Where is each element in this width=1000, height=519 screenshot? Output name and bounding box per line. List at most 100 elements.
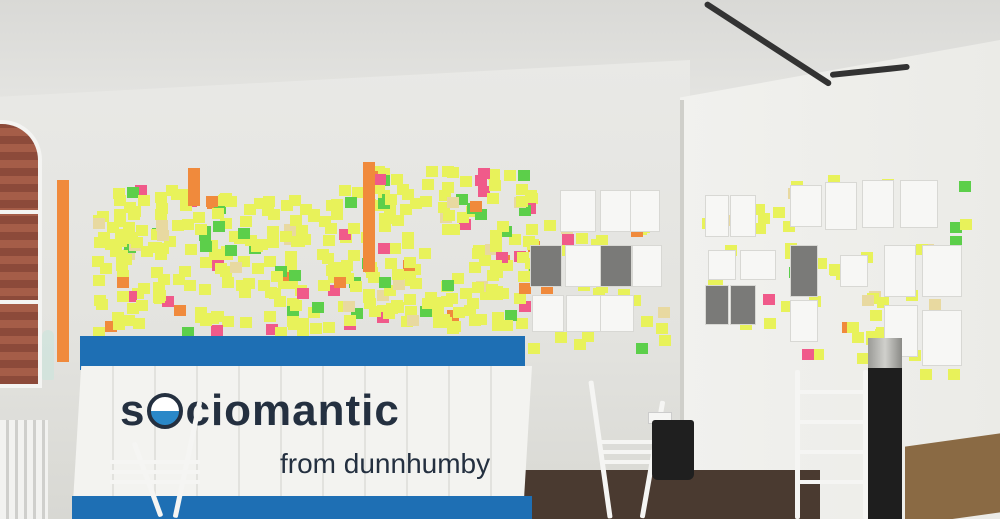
sticky-note (211, 325, 224, 337)
sticky-note (330, 199, 343, 210)
sticky-note-orange (57, 342, 69, 353)
sticky-note (753, 223, 766, 235)
sticky-note (349, 280, 362, 292)
sticky-note-orange (57, 306, 69, 317)
sticky-note (518, 301, 531, 313)
sticky-note (299, 234, 312, 246)
sticky-note (874, 328, 887, 340)
sticky-note (319, 216, 332, 228)
printed-sheet (790, 300, 818, 342)
sticky-note (325, 223, 338, 235)
sticky-note (177, 188, 190, 200)
printed-sheet (530, 245, 562, 287)
sticky-note-orange (363, 207, 375, 218)
sticky-note (425, 166, 438, 178)
sticky-note-orange (57, 180, 69, 191)
sticky-note (156, 219, 169, 231)
sticky-note (109, 245, 122, 257)
sticky-note (156, 230, 169, 242)
sticky-note (486, 283, 499, 295)
sticky-note (116, 277, 129, 289)
sticky-note (950, 221, 963, 233)
sticky-note (296, 328, 309, 340)
sticky-note (310, 323, 323, 335)
stacked-chairs (795, 370, 870, 519)
sticky-note (392, 268, 405, 280)
sticky-note (344, 197, 357, 209)
sticky-note (211, 310, 224, 322)
sticky-note (219, 218, 232, 230)
brand-rest: ciomantic (185, 386, 400, 435)
sticky-note (158, 274, 171, 286)
sticky-note (206, 195, 219, 207)
sticky-note (287, 316, 300, 328)
sticky-note (348, 249, 361, 261)
printed-sheet (705, 195, 729, 237)
sticky-note (316, 248, 329, 260)
sticky-note (123, 230, 136, 242)
sticky-note (153, 282, 166, 294)
sticky-note (224, 244, 237, 256)
brand-o-logo (147, 393, 184, 429)
sticky-note (515, 196, 528, 207)
sticky-note (327, 285, 340, 297)
sticky-note (251, 263, 264, 275)
sticky-note (254, 197, 267, 209)
sticky-note (469, 315, 482, 327)
sticky-note (384, 258, 397, 269)
sticky-note (245, 235, 258, 247)
sticky-note (391, 174, 404, 186)
sticky-note (195, 224, 208, 236)
sticky-note (762, 293, 775, 305)
sticky-note (422, 297, 435, 309)
sticky-note-orange (57, 315, 69, 326)
sticky-note (432, 317, 445, 329)
sticky-note (212, 207, 225, 219)
printed-sheet (560, 190, 596, 232)
sticky-note (92, 255, 105, 267)
sticky-note (811, 349, 824, 361)
sticky-note (487, 269, 500, 281)
sticky-note (439, 316, 452, 328)
sticky-note (106, 222, 119, 234)
sticky-note (290, 235, 303, 247)
printed-sheet (730, 285, 756, 325)
sticky-note (366, 267, 379, 279)
sticky-note (495, 252, 508, 264)
sticky-note (240, 317, 253, 329)
sticky-note (180, 200, 193, 212)
wall-corner (680, 100, 684, 500)
sticky-note (155, 209, 168, 221)
sticky-note (199, 283, 212, 295)
sign-brand: s ciomantic (120, 386, 400, 436)
sticky-note (265, 287, 278, 299)
sticky-note (368, 305, 381, 317)
sticky-note (341, 259, 354, 271)
sticky-note (397, 183, 410, 195)
sticky-note (447, 197, 460, 209)
sticky-note (195, 311, 208, 323)
sticky-note (441, 224, 454, 236)
sticky-note (351, 187, 364, 199)
sticky-note (404, 294, 417, 306)
sticky-note (515, 183, 528, 195)
sticky-note (172, 274, 185, 286)
sticky-note (338, 229, 351, 241)
sticky-note (244, 204, 257, 216)
sticky-note (281, 199, 294, 211)
sticky-note (307, 210, 320, 222)
sticky-note (384, 203, 397, 215)
sticky-note (402, 237, 415, 249)
sticky-note (477, 186, 490, 198)
sticky-note (489, 229, 502, 241)
sticky-note (333, 277, 346, 289)
sticky-note (275, 326, 288, 338)
sticky-note (486, 192, 499, 204)
sticky-note (299, 204, 312, 216)
sticky-note (919, 369, 932, 381)
sociomantic-sign: s ciomantic from dunnhumby (72, 336, 532, 519)
sticky-note (286, 277, 299, 289)
sticky-note (338, 271, 351, 283)
sticky-note (280, 231, 293, 243)
sticky-note-orange (57, 243, 69, 254)
